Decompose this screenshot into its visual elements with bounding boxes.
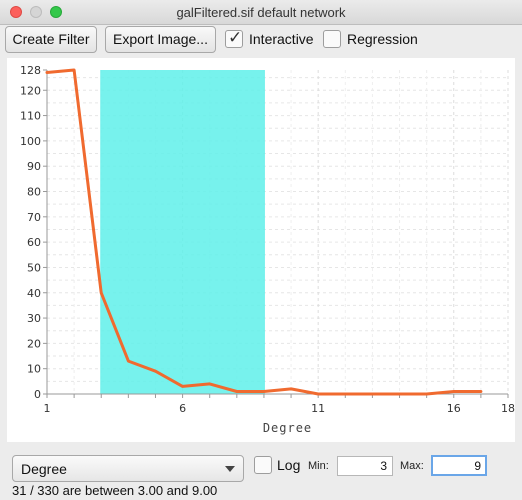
x-tick-label: 11 — [311, 402, 325, 415]
x-axis-ticks: 1 6 11 16 18 — [44, 394, 515, 415]
selection-range-highlight[interactable] — [100, 70, 265, 394]
min-label: Min: — [308, 460, 329, 472]
y-tick-label: 0 — [34, 388, 41, 401]
export-image-button[interactable]: Export Image... — [105, 26, 216, 53]
window-title: galFiltered.sif default network — [176, 5, 346, 20]
minimize-window-button[interactable] — [30, 6, 42, 18]
degree-series-line — [45, 68, 483, 396]
x-tick-label: 18 — [501, 402, 515, 415]
x-tick-label: 6 — [179, 402, 186, 415]
create-filter-button[interactable]: Create Filter — [5, 26, 97, 53]
interactive-checkbox[interactable]: ✓ — [225, 28, 243, 48]
x-axis-label: Degree — [263, 421, 312, 435]
min-input[interactable] — [337, 456, 393, 476]
max-label: Max: — [400, 460, 424, 472]
title-bar: galFiltered.sif default network — [0, 0, 522, 25]
y-tick-label: 100 — [20, 135, 41, 148]
y-axis-ticks: 0 10 20 30 40 50 60 70 80 90 100 110 120 128 — [20, 64, 47, 401]
chevron-down-icon — [225, 466, 235, 472]
attribute-select[interactable]: Degree — [12, 455, 244, 482]
regression-checkbox[interactable] — [323, 30, 341, 48]
y-tick-label: 30 — [27, 312, 41, 325]
close-window-button[interactable] — [10, 6, 22, 18]
y-tick-label: 90 — [27, 160, 41, 173]
y-tick-label: 60 — [27, 236, 41, 249]
y-tick-label: 20 — [27, 337, 41, 350]
y-tick-label: 120 — [20, 84, 41, 97]
y-tick-label: 70 — [27, 211, 41, 224]
status-text: 31 / 330 are between 3.00 and 9.00 — [12, 483, 218, 498]
y-tick-label: 128 — [20, 64, 41, 77]
attribute-select-value: Degree — [21, 461, 67, 477]
histogram-plot[interactable]: 0 10 20 30 40 50 60 70 80 90 100 110 120 128 1 6 11 16 18… — [7, 58, 515, 442]
y-tick-label: 10 — [27, 363, 41, 376]
regression-label: Regression — [347, 31, 418, 47]
interactive-label: Interactive — [249, 31, 314, 47]
y-tick-label: 50 — [27, 261, 41, 274]
log-checkbox[interactable] — [254, 456, 272, 474]
x-tick-label: 16 — [447, 402, 461, 415]
checkmark-icon: ✓ — [228, 28, 243, 47]
y-tick-label: 110 — [20, 110, 41, 123]
y-tick-label: 40 — [27, 287, 41, 300]
y-tick-label: 80 — [27, 186, 41, 199]
log-label: Log — [277, 457, 301, 473]
x-tick-label: 1 — [44, 402, 51, 415]
zoom-window-button[interactable] — [50, 6, 62, 18]
max-input[interactable] — [431, 455, 487, 476]
